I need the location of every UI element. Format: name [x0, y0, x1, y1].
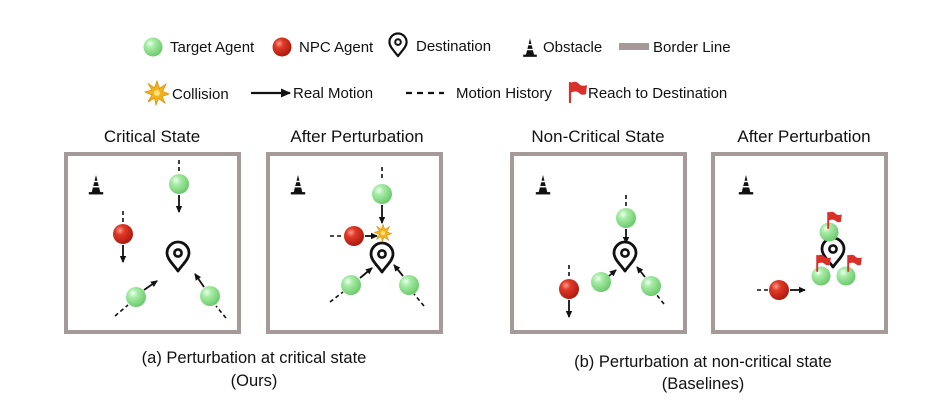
- legend-target-agent: Target Agent: [143, 37, 255, 57]
- real-motion-arrow: [194, 273, 205, 288]
- npc-agent: [113, 224, 133, 244]
- caption-a-line1: (a) Perturbation at critical state: [142, 349, 367, 367]
- panel-border: [266, 152, 443, 334]
- panel-border: [510, 152, 687, 334]
- cone-icon: [535, 175, 551, 195]
- caption-b-line1: (b) Perturbation at non-critical state: [574, 353, 832, 371]
- target-agent: [819, 222, 839, 242]
- legend-obstacle: Obstacle: [523, 38, 602, 57]
- target-agent: [200, 286, 220, 306]
- red-flag-icon: [827, 211, 842, 229]
- starburst-icon: [143, 79, 171, 107]
- target-agent: [399, 275, 419, 295]
- target-agent: [836, 266, 856, 286]
- legend: Target Agent NPC Agent Destination Obsta…: [143, 32, 731, 107]
- target-agent: [341, 275, 361, 295]
- legend-target-agent-label: Target Agent: [170, 39, 255, 56]
- starburst-icon: [373, 223, 393, 243]
- real-motion-arrow: [143, 280, 158, 291]
- legend-collision: Collision: [143, 79, 229, 107]
- panel-after-perturbation-ours: [266, 152, 443, 334]
- legend-real-motion-label: Real Motion: [293, 85, 373, 102]
- panel-border: [64, 152, 241, 334]
- panel-title-non-critical: Non-Critical State: [531, 127, 664, 146]
- target-agent: [126, 287, 146, 307]
- real-motion-arrow: [393, 264, 404, 277]
- target-agent: [811, 266, 831, 286]
- real-motion-arrow: [359, 267, 373, 279]
- border-line-swatch: [619, 43, 649, 50]
- panel-non-critical-state: [510, 152, 687, 334]
- cone-icon: [738, 175, 754, 195]
- panel-critical-state: [64, 152, 241, 334]
- target-agent: [591, 272, 611, 292]
- legend-motion-history: Motion History: [406, 85, 552, 102]
- panel-title-critical: Critical State: [104, 127, 200, 146]
- location-pin-icon: [165, 240, 191, 273]
- motion-history: [114, 304, 129, 317]
- location-pin-icon: [612, 240, 638, 273]
- legend-border-line-label: Border Line: [653, 39, 731, 56]
- legend-reach-label: Reach to Destination: [588, 85, 727, 102]
- legend-destination: Destination: [388, 32, 491, 58]
- legend-collision-label: Collision: [172, 86, 229, 103]
- panel-border: [711, 152, 888, 334]
- cone-icon: [523, 38, 537, 57]
- motion-history: [329, 291, 344, 303]
- npc-agent: [344, 226, 364, 246]
- legend-border-line: Border Line: [619, 39, 731, 56]
- location-pin-icon: [388, 32, 408, 58]
- panel-title-after-1: After Perturbation: [290, 127, 423, 146]
- motion-history: [215, 305, 227, 319]
- npc-agent: [559, 279, 579, 299]
- target-agent: [616, 208, 636, 228]
- real-motion-arrow: [608, 269, 617, 277]
- legend-destination-label: Destination: [416, 38, 491, 55]
- legend-obstacle-label: Obstacle: [543, 39, 602, 56]
- legend-reach: Reach to Destination: [568, 81, 727, 104]
- red-flag-icon: [847, 254, 862, 272]
- legend-npc-agent: NPC Agent: [272, 37, 374, 57]
- red-flag-icon: [816, 254, 831, 272]
- npc-agent: [769, 280, 789, 300]
- location-pin-icon: [369, 241, 395, 274]
- red-sphere-icon: [272, 37, 292, 57]
- target-agent: [372, 184, 392, 204]
- target-agent: [169, 174, 189, 194]
- panel-title-after-2: After Perturbation: [737, 127, 870, 146]
- panel-after-perturbation-baseline: [711, 152, 888, 334]
- legend-real-motion: Real Motion: [251, 85, 373, 102]
- caption-a-line2: (Ours): [231, 372, 278, 390]
- motion-history: [655, 293, 665, 305]
- caption-b-line2: (Baselines): [662, 375, 745, 393]
- green-sphere-icon: [143, 37, 163, 57]
- cone-icon: [88, 175, 104, 195]
- real-motion-arrow: [636, 266, 646, 278]
- red-flag-icon: [568, 81, 587, 104]
- motion-history: [413, 293, 425, 307]
- cone-icon: [290, 175, 306, 195]
- target-agent: [641, 276, 661, 296]
- legend-npc-agent-label: NPC Agent: [299, 39, 374, 56]
- legend-motion-history-label: Motion History: [456, 85, 552, 102]
